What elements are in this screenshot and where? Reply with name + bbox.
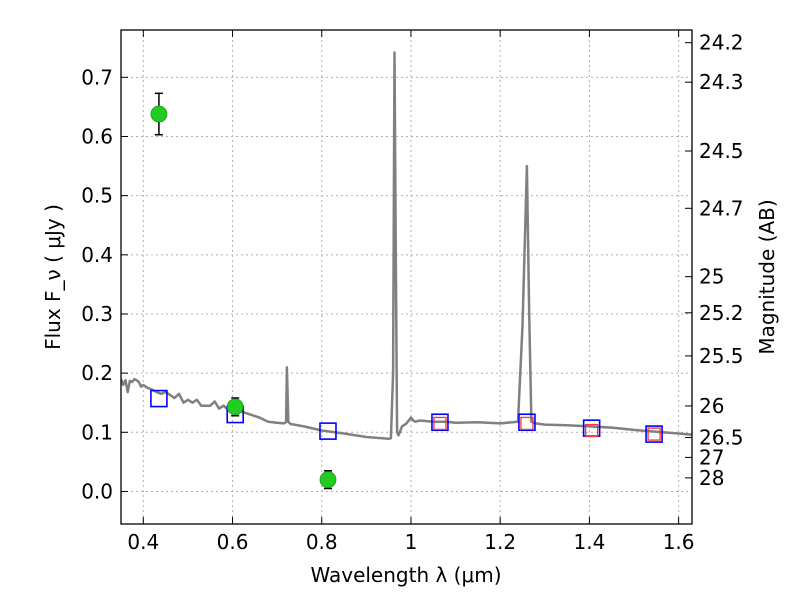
data-layer	[121, 51, 692, 490]
right-tick-label: 25.5	[699, 344, 744, 368]
y-axis-label: Flux F_ν ( μJy )	[41, 204, 65, 350]
model-photometry-square	[319, 422, 337, 440]
y-tick-label: 0.7	[81, 65, 113, 89]
observed-band-square	[433, 416, 447, 431]
x-tick-label: 1.2	[484, 530, 516, 554]
y-tick-label: 0.4	[81, 243, 113, 267]
x-tick-label: 0.6	[217, 530, 249, 554]
model-photometry-square	[150, 389, 168, 408]
right-axis-label: Magnitude (AB)	[755, 199, 779, 354]
model-photometry-square	[431, 413, 449, 432]
x-tick-label: 1	[405, 530, 418, 554]
right-tick-label: 26	[699, 394, 724, 418]
observed-band-square	[647, 427, 661, 441]
right-tick-label: 24.7	[699, 196, 744, 220]
x-tick-label: 0.8	[306, 530, 338, 554]
y-tick-label: 0.1	[81, 420, 113, 444]
x-tick-label: 1.6	[663, 530, 695, 554]
y-tick-label: 0.5	[81, 184, 113, 208]
x-tick-label: 1.4	[573, 530, 605, 554]
right-tick-label: 25	[699, 265, 724, 289]
right-tick-label: 27	[699, 445, 724, 469]
right-tick-label: 24.5	[699, 139, 744, 163]
photometry-point	[150, 105, 168, 123]
right-tick-label: 28	[699, 466, 724, 490]
right-tick-label: 25.2	[699, 301, 744, 325]
right-tick-label: 24.3	[699, 70, 744, 94]
y-tick-label: 0.2	[81, 361, 113, 385]
photometry-point	[319, 471, 337, 489]
observed-band-square	[520, 416, 534, 431]
tick-layer: 0.4 0.6 0.8 1 1.2 1.4 1.6 0.0 0.1 0.2 0.3 0.4 0.5 0.6…	[81, 30, 744, 554]
x-axis-label: Wavelength λ (μm)	[310, 563, 501, 587]
sed-model-line	[121, 51, 692, 441]
model-photometry-square	[645, 425, 663, 443]
observed-band-square	[584, 423, 599, 438]
right-tick-label: 26.5	[699, 426, 744, 450]
right-tick-label: 24.2	[699, 31, 744, 55]
model-photometry-square	[518, 413, 536, 432]
y-tick-label: 0.3	[81, 302, 113, 326]
y-tick-label: 0.0	[81, 479, 113, 503]
x-tick-label: 0.4	[127, 530, 159, 554]
grid-layer	[121, 30, 692, 524]
photometry-point	[226, 398, 244, 416]
y-tick-label: 0.6	[81, 124, 113, 148]
